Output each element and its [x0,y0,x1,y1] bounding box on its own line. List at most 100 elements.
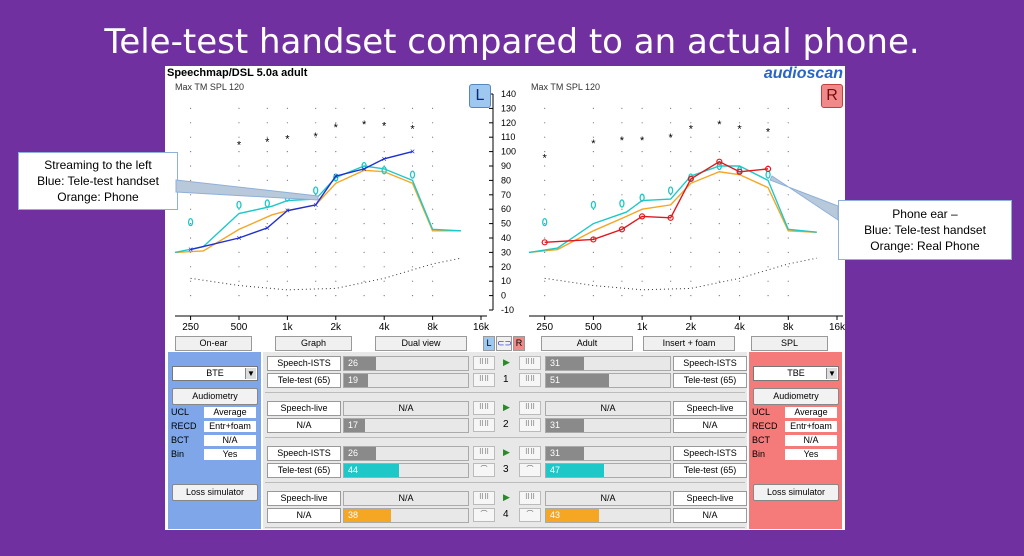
grid-dot [592,251,595,253]
grid-dot [363,107,365,109]
left-recd-value[interactable]: Entr+foam [204,421,256,432]
grid-dot [189,295,192,297]
grid-dot [335,107,337,109]
grid-icon[interactable]: ⠿⠿ [473,418,495,432]
right-bct-value[interactable]: N/A [785,435,837,446]
left-bin-value[interactable]: Yes [204,449,256,460]
grid-icon[interactable]: ⠿⠿ [473,446,495,460]
right-ear-badge[interactable]: R [821,84,843,108]
x-tick-label: 4k [379,322,391,333]
test-1-right-label-a[interactable]: Speech-ISTS [673,356,747,371]
grid-dot [189,151,192,153]
test-1-left-label-b[interactable]: Tele-test (65) [267,373,341,388]
grid-dot [238,122,240,124]
test-4-right-label-a[interactable]: Speech-live [673,491,747,506]
grid-dot [286,266,288,268]
test-3-right-label-b[interactable]: Tele-test (65) [673,463,747,478]
play-icon[interactable]: ▶ [503,357,510,367]
right-style-select[interactable]: TBE ▼ [753,366,839,381]
grid-dot [335,165,337,167]
left-ear-badge[interactable]: L [469,84,491,108]
grid-dot [411,136,414,138]
grid-dot [189,223,192,225]
grid-icon[interactable]: ⠿⠿ [473,401,495,415]
play-icon[interactable]: ▶ [503,402,510,412]
adult-button[interactable]: Adult [541,336,633,351]
test-1-right-label-b[interactable]: Tele-test (65) [673,373,747,388]
red-marker [541,239,548,246]
grid-dot [718,295,720,297]
test-4-left-label-a[interactable]: Speech-live [267,491,341,506]
test-2-left-label-b[interactable]: N/A [267,418,341,433]
left-style-select[interactable]: BTE ▼ [172,366,258,381]
left-ucl-value[interactable]: Average [204,407,256,418]
dual-view-button[interactable]: Dual view [375,336,467,351]
test-2-left-label-a[interactable]: Speech-live [267,401,341,416]
on-ear-button[interactable]: On-ear [175,336,252,351]
grid-icon[interactable]: ⠿⠿ [519,418,541,432]
grid-icon[interactable]: ⠿⠿ [519,401,541,415]
y-tick-label: 20 [501,262,511,272]
cyan-curve [528,165,817,254]
curve-icon[interactable]: ⌒ [519,508,541,522]
grid-icon[interactable]: ⠿⠿ [473,356,495,370]
right-ucl-label: UCL [752,407,771,417]
test-4-right-label-b[interactable]: N/A [673,508,747,523]
grid-icon[interactable]: ⠿⠿ [519,356,541,370]
test-3-left-label-b[interactable]: Tele-test (65) [267,463,341,478]
curve-icon[interactable]: ⌒ [473,463,495,477]
test-4-left-label-b[interactable]: N/A [267,508,341,523]
left-audiometry-button[interactable]: Audiometry [172,388,258,405]
test-1-left-label-a[interactable]: Speech-ISTS [267,356,341,371]
ucl-star: * [314,131,319,143]
red-curve [544,160,769,244]
grid-dot [363,237,365,239]
grid-icon[interactable]: ⠿⠿ [519,491,541,505]
test-2-right-label-b[interactable]: N/A [673,418,747,433]
grid-dot [641,151,643,153]
left-loss-simulator-button[interactable]: Loss simulator [172,484,258,501]
right-chart: * * * * * * * * * [528,107,817,297]
grid-dot [767,136,769,138]
grid-dot [335,295,337,297]
grid-dot [690,165,692,167]
curve-icon[interactable]: ⌒ [519,463,541,477]
y-tick-label: 40 [501,233,511,243]
ucl-star: * [410,124,415,136]
right-recd-value[interactable]: Entr+foam [785,421,837,432]
grid-dot [411,251,414,253]
test-3-right-label-a[interactable]: Speech-ISTS [673,446,747,461]
grid-icon[interactable]: ⠿⠿ [473,373,495,387]
right-loss-simulator-button[interactable]: Loss simulator [753,484,839,501]
play-icon[interactable]: ▶ [503,447,510,457]
grid-icon[interactable]: ⠿⠿ [519,373,541,387]
spl-button[interactable]: SPL [751,336,828,351]
grid-dot [787,251,789,253]
test-2-left-val-a: N/A [398,403,414,413]
grid-dot [266,179,268,181]
link-r-button[interactable]: R [513,336,525,351]
graph-button[interactable]: Graph [275,336,352,351]
test-3-left-label-a[interactable]: Speech-ISTS [267,446,341,461]
grid-dot [544,122,546,124]
grid-dot [767,266,769,268]
insert-foam-button[interactable]: Insert + foam [643,336,735,351]
test-2-right-label-a[interactable]: Speech-live [673,401,747,416]
grid-icon[interactable]: ⠿⠿ [519,446,541,460]
bar-fill [344,447,376,460]
grid-dot [592,107,595,109]
link-l-button[interactable]: L [483,336,495,351]
right-bin-value[interactable]: Yes [785,449,837,460]
right-audiometry-button[interactable]: Audiometry [753,388,839,405]
link-icon[interactable]: ⊂⊃ [496,336,512,351]
cyan-marker [187,218,194,227]
play-icon[interactable]: ▶ [503,492,510,502]
grid-icon[interactable]: ⠿⠿ [473,491,495,505]
right-ucl-value[interactable]: Average [785,407,837,418]
grid-dot [592,194,595,196]
curve-icon[interactable]: ⌒ [473,508,495,522]
grid-dot [286,151,288,153]
left-bct-value[interactable]: N/A [204,435,256,446]
grid-dot [286,251,288,253]
